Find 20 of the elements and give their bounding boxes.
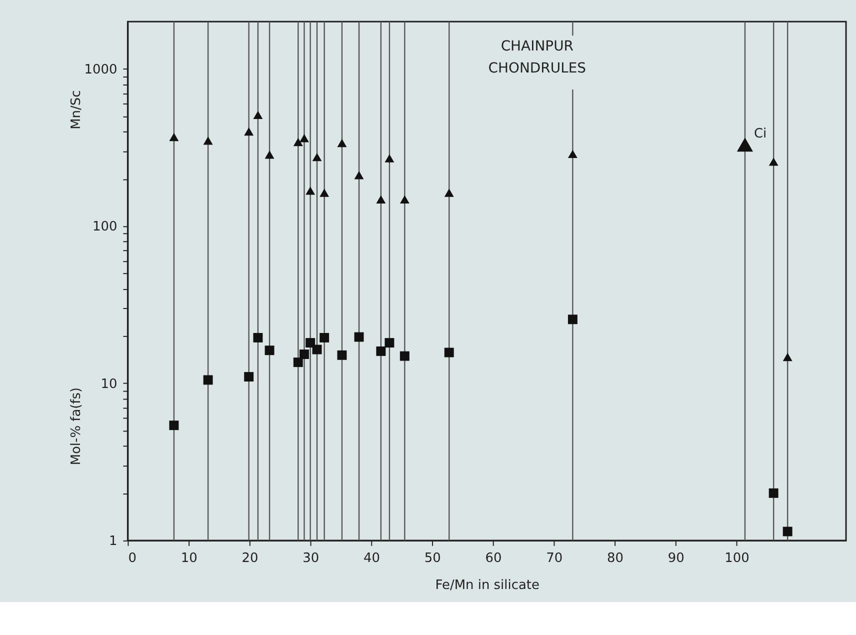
text: Mol-% fa(fs)	[68, 387, 84, 466]
x-tick-label: 40	[363, 550, 380, 566]
text: CHAINPUR CHONDRULES	[488, 38, 586, 77]
x-tick-label: 10	[180, 550, 198, 566]
y-tick-label: 100	[92, 220, 118, 235]
x-tick-label: 100	[724, 550, 750, 566]
x-tick-label: 80	[606, 550, 624, 566]
x-tick-label: 50	[424, 550, 441, 566]
x-tick-label: 30	[302, 550, 320, 566]
x-tick-label: 90	[668, 550, 684, 566]
x-axis-title: Fe/Mn in silicate	[435, 578, 540, 593]
x-tick-label: 0	[128, 550, 136, 566]
x-tick-label: 60	[485, 550, 502, 566]
y-axis-title: Mn/Sc	[68, 90, 84, 130]
x-tick-label: 20	[242, 550, 258, 566]
y-tick-label: 1	[108, 534, 118, 549]
annotation: Ci	[754, 126, 767, 142]
x-tick-label: 70	[546, 550, 563, 566]
y-tick-label: 10	[100, 376, 118, 392]
y-tick-label: 1000	[84, 62, 118, 78]
